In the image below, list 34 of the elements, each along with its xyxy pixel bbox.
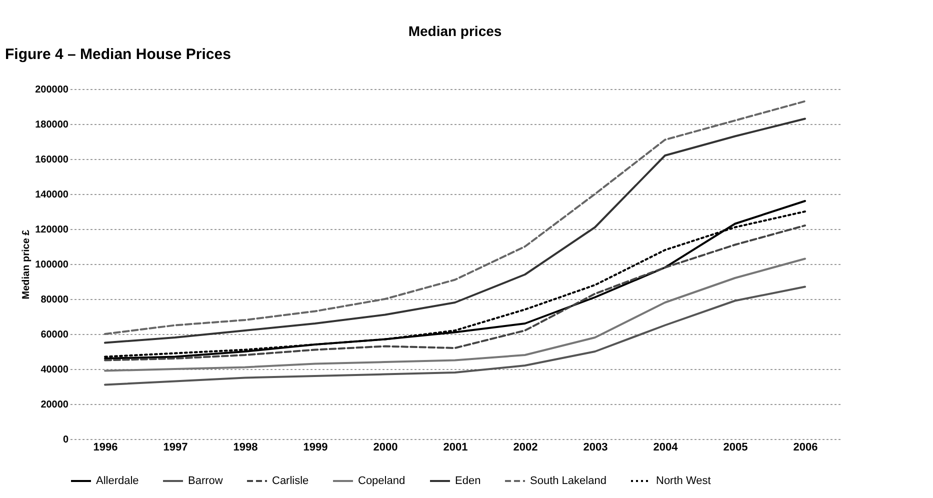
- legend-label: Carlisle: [272, 475, 309, 487]
- legend-label: Allerdale: [96, 475, 139, 487]
- caption: Figure 4 – Median House Prices: [5, 46, 231, 63]
- legend-label: Eden: [455, 475, 481, 487]
- legend-label: North West: [656, 475, 711, 487]
- line-series: [104, 286, 806, 386]
- x-tick-label: 2003: [583, 442, 608, 454]
- x-tick-label: 2001: [443, 442, 468, 454]
- y-tick-label: 180000: [35, 120, 69, 130]
- x-tick-label: 2005: [723, 442, 748, 454]
- x-tick-label: 1998: [233, 442, 258, 454]
- x-tick-label: 2006: [793, 442, 818, 454]
- x-tick-label: 1997: [163, 442, 188, 454]
- y-tick-label: 60000: [40, 330, 69, 340]
- chart-title: Median prices: [408, 23, 502, 39]
- legend-label: South Lakeland: [530, 475, 606, 487]
- x-tick-label: 2000: [373, 442, 398, 454]
- y-tick-label: 0: [62, 434, 69, 446]
- x-tick-label: 2002: [513, 442, 538, 454]
- legend-label: Copeland: [358, 475, 406, 487]
- y-tick-label: 40000: [40, 364, 69, 376]
- y-tick-label: 160000: [35, 154, 69, 166]
- y-tick-label: 100000: [35, 260, 69, 270]
- x-tick-label: 2004: [653, 442, 679, 454]
- x-tick-label: 1996: [93, 442, 118, 454]
- y-tick-label: 120000: [35, 224, 69, 236]
- y-tick-label: 140000: [35, 190, 69, 200]
- x-tick-label: 1999: [303, 442, 328, 454]
- legend-label: Barrow: [188, 475, 223, 487]
- line-series: [104, 258, 806, 372]
- y-tick-label: 200000: [35, 84, 69, 96]
- y-tick-label: 80000: [40, 294, 69, 306]
- y-tick-label: 20000: [40, 400, 69, 410]
- y-axis-title: Median price £: [21, 229, 32, 300]
